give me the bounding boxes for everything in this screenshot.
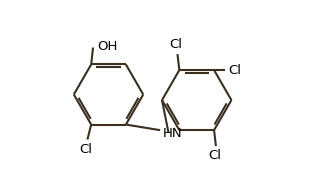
Text: Cl: Cl: [209, 149, 222, 162]
Text: Cl: Cl: [228, 64, 241, 77]
Text: Cl: Cl: [79, 143, 92, 156]
Text: OH: OH: [98, 40, 118, 53]
Text: HN: HN: [163, 127, 182, 140]
Text: Cl: Cl: [169, 38, 182, 51]
